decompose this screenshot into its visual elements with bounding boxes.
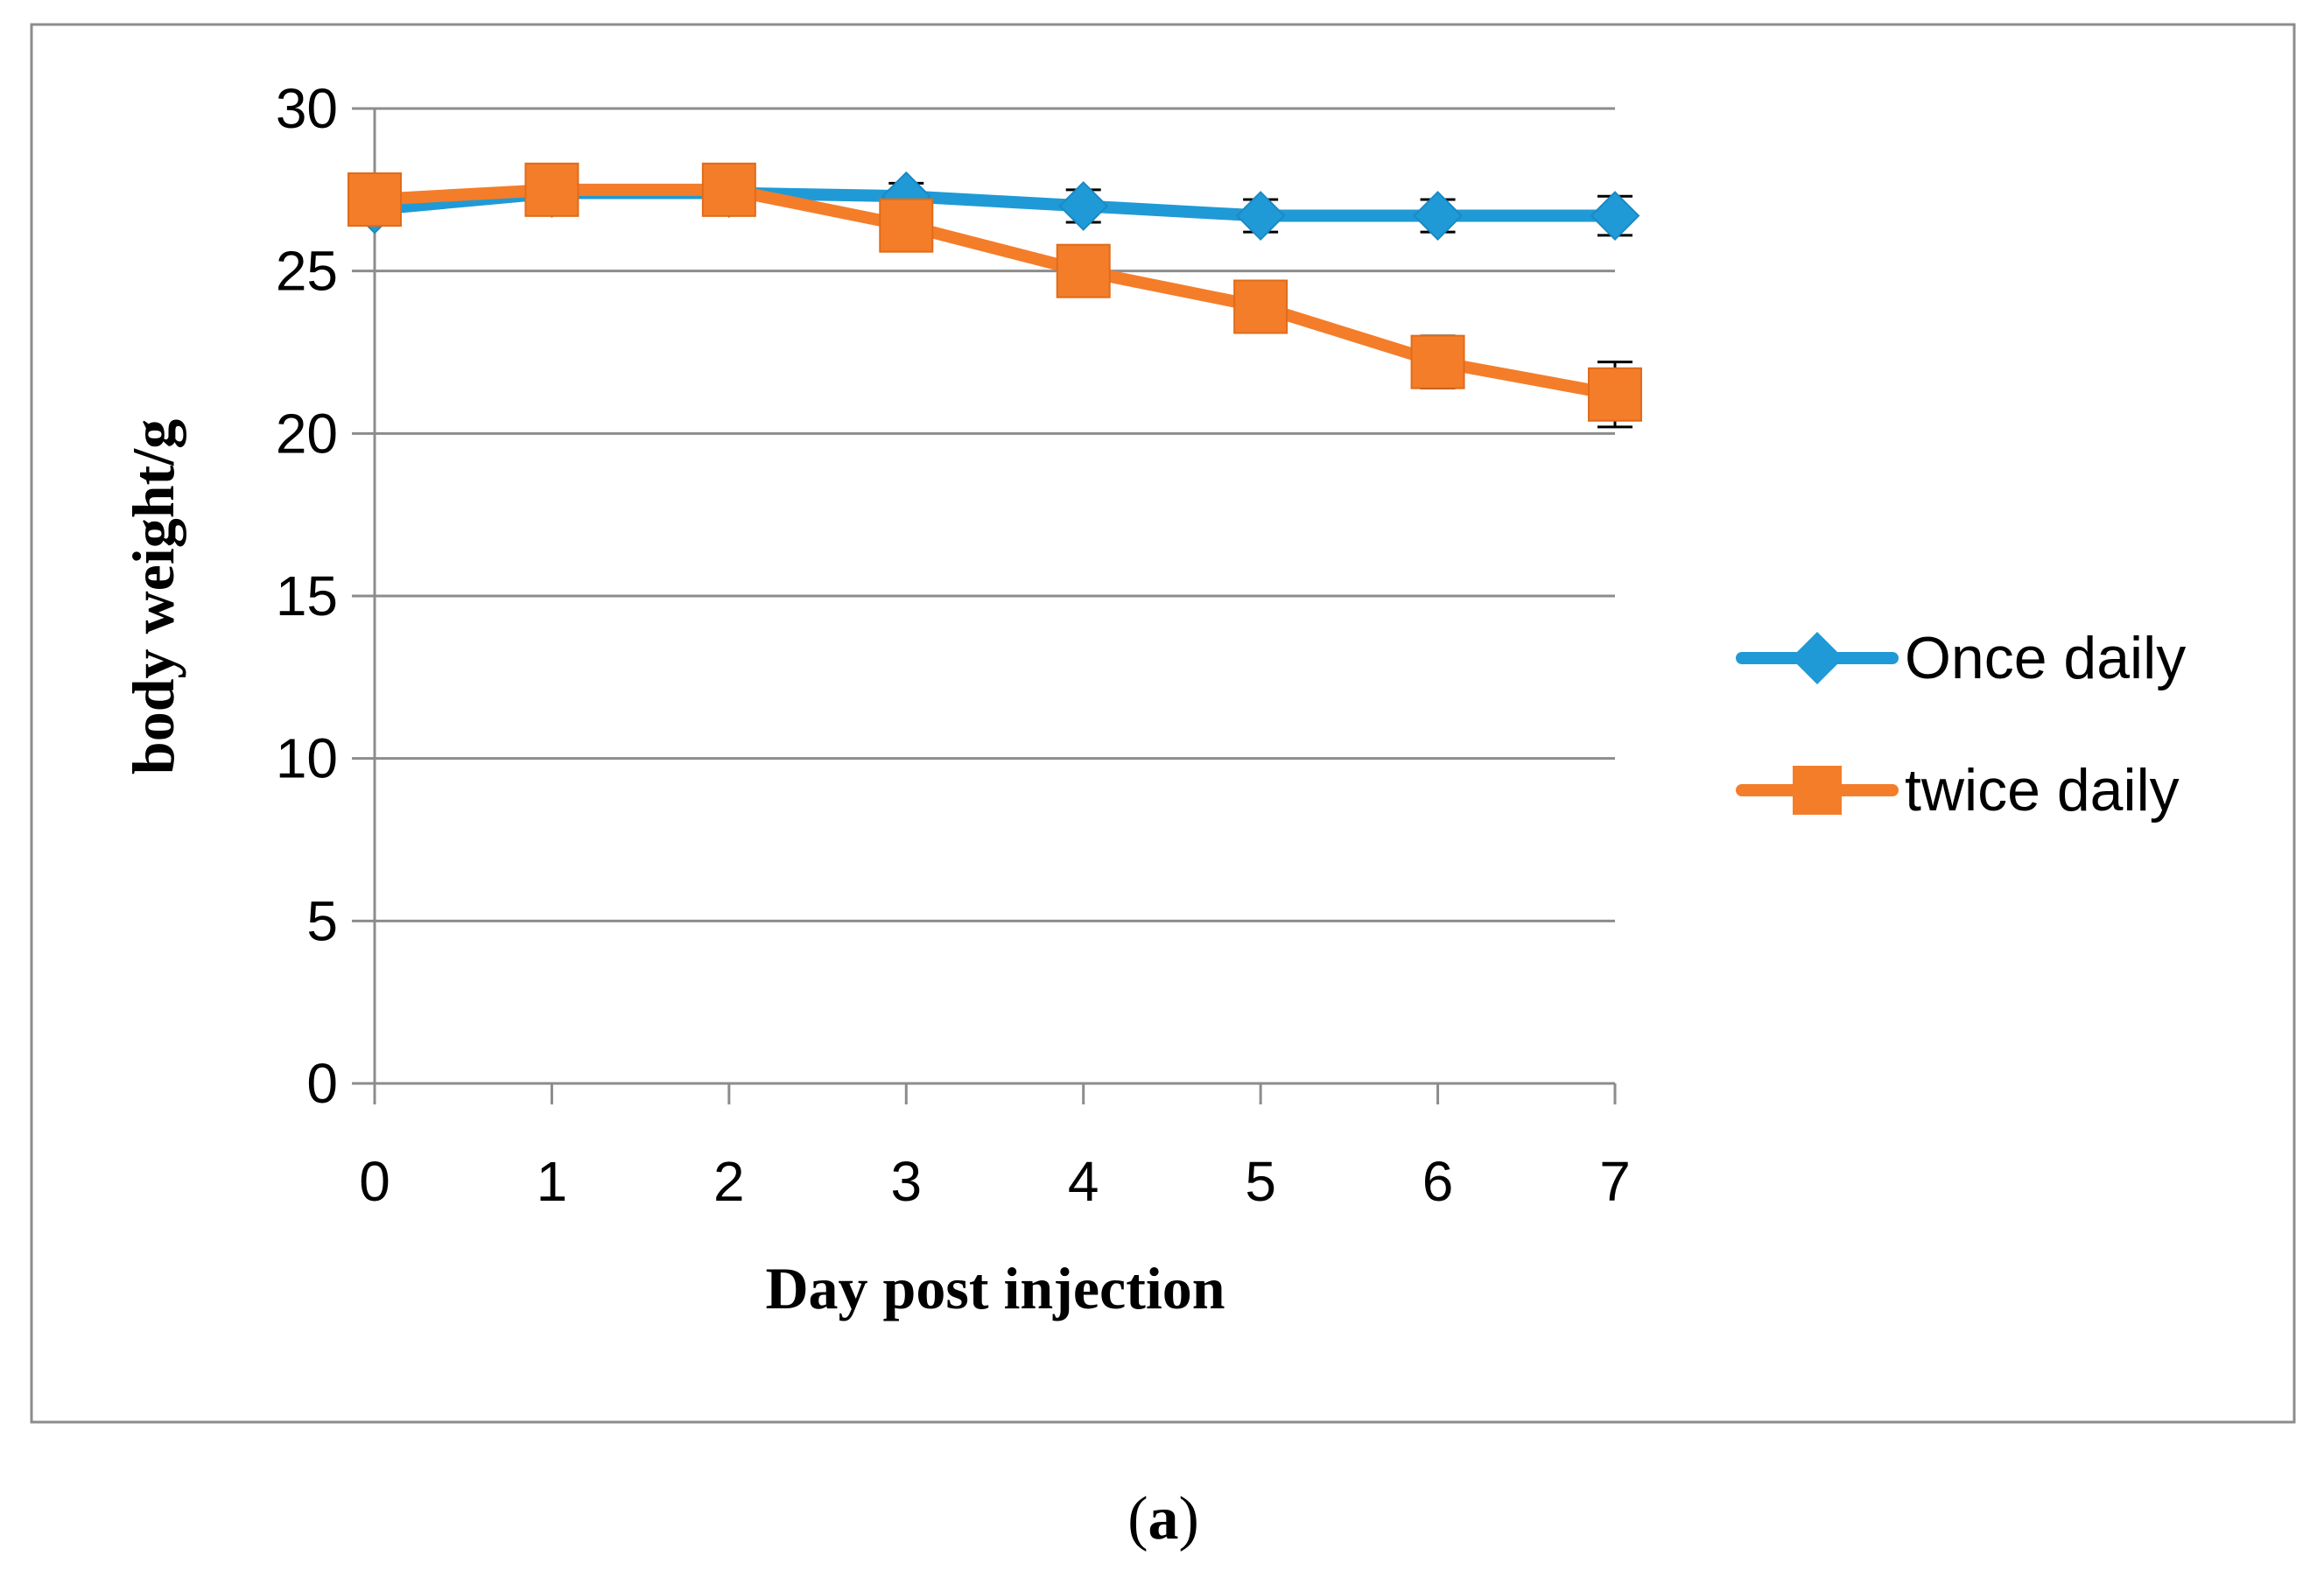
legend-marker-square-icon — [1793, 766, 1842, 815]
series-twice-daily — [348, 162, 1642, 429]
legend: Once daily twice daily — [1736, 625, 2186, 824]
figure-caption: (a) — [1127, 1485, 1199, 1552]
point-twice-daily-day-5 — [1233, 279, 1288, 334]
x-tick-label-3: 3 — [890, 1150, 922, 1213]
point-twice-daily-day-0 — [348, 172, 402, 227]
gridlines — [375, 107, 1615, 922]
x-tick-label-5: 5 — [1245, 1150, 1276, 1213]
legend-label-once-daily: Once daily — [1905, 625, 2186, 691]
y-tick-label-10: 10 — [276, 727, 338, 790]
caption-close-paren: ) — [1179, 1485, 1199, 1552]
y-tick-label-30: 30 — [276, 77, 338, 140]
x-tick-label-2: 2 — [713, 1150, 745, 1213]
plot-series — [348, 162, 1642, 429]
point-once-daily-day-4 — [1058, 180, 1109, 231]
caption-letter: a — [1148, 1485, 1179, 1552]
y-tick-labels: 0 5 10 15 20 25 30 — [276, 77, 338, 1115]
caption-open-paren: ( — [1127, 1485, 1148, 1552]
legend-marker-diamond-icon — [1791, 632, 1843, 684]
legend-label-twice-daily: twice daily — [1905, 757, 2180, 824]
point-twice-daily-day-6 — [1410, 334, 1465, 389]
y-tick-label-20: 20 — [276, 402, 338, 465]
point-twice-daily-day-4 — [1056, 243, 1111, 298]
point-twice-daily-day-3 — [879, 198, 934, 253]
axes — [352, 107, 1617, 1104]
x-tick-label-7: 7 — [1599, 1150, 1631, 1213]
y-tick-label-25: 25 — [276, 240, 338, 303]
y-tick-label-0: 0 — [306, 1052, 338, 1115]
point-twice-daily-day-2 — [701, 162, 756, 217]
point-once-daily-day-6 — [1413, 191, 1463, 241]
x-tick-labels: 0 1 2 3 4 5 6 7 — [359, 1150, 1631, 1213]
chart-frame — [30, 23, 2296, 1424]
x-tick-label-6: 6 — [1422, 1150, 1454, 1213]
point-once-daily-day-5 — [1235, 191, 1286, 241]
x-axis-title: Day post injection — [765, 1255, 1225, 1321]
point-twice-daily-day-1 — [524, 162, 579, 217]
legend-item-once-daily: Once daily — [1736, 625, 2186, 691]
point-twice-daily-day-7 — [1588, 367, 1642, 422]
y-tick-label-5: 5 — [306, 889, 338, 952]
y-axis-title: body weight/g — [120, 419, 186, 774]
legend-item-twice-daily: twice daily — [1736, 757, 2180, 824]
y-tick-label-15: 15 — [276, 564, 338, 627]
point-once-daily-day-7 — [1590, 191, 1640, 241]
x-tick-label-4: 4 — [1068, 1150, 1099, 1213]
series-line-twice-daily — [369, 183, 1621, 401]
x-tick-label-1: 1 — [537, 1150, 568, 1213]
x-tick-label-0: 0 — [359, 1150, 390, 1213]
